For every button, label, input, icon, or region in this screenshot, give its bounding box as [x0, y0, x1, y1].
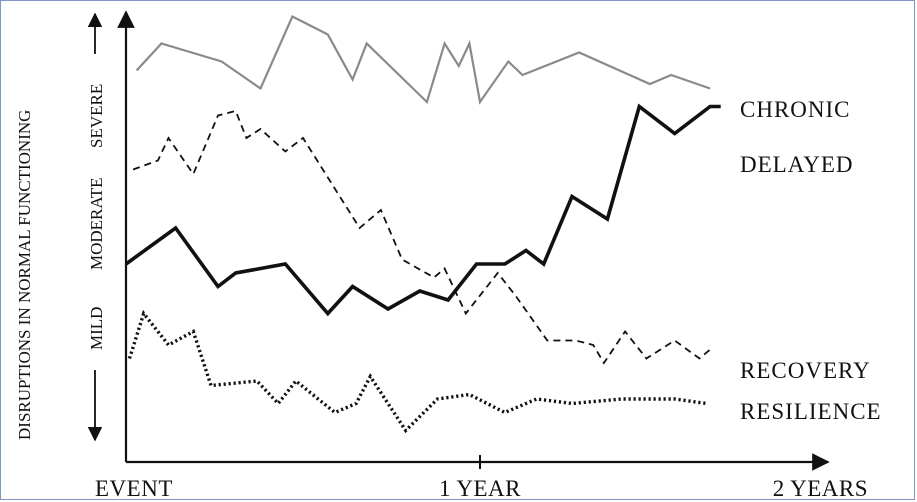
- x-ticks: EVENT 1 YEAR 2 YEARS: [95, 455, 868, 501]
- x-tick-label: EVENT: [95, 476, 173, 501]
- y-level-label-mild: MILD: [87, 307, 106, 350]
- series-layer: [124, 14, 721, 434]
- series-label-recovery: RECOVERY: [740, 358, 871, 383]
- x-tick-label: 2 YEARS: [773, 476, 868, 501]
- series-labels: CHRONIC DELAYED RECOVERY RESILIENCE: [740, 97, 882, 424]
- x-tick-label: 1 YEAR: [439, 476, 521, 501]
- y-level-moderate: MODERATE: [87, 177, 106, 270]
- series-line-recovery: [132, 109, 711, 365]
- y-level-label-moderate: MODERATE: [87, 177, 106, 270]
- series-line-resilience: [127, 309, 707, 434]
- series-line-chronic: [135, 14, 711, 105]
- series-line-delayed: [124, 103, 721, 317]
- y-level-mild: MILD: [87, 307, 106, 350]
- series-label-resilience: RESILIENCE: [740, 399, 882, 424]
- y-axis-label: DISRUPTIONS IN NORMAL FUNCTIONING: [15, 110, 34, 440]
- y-level-severe: SEVERE: [87, 84, 106, 148]
- y-level-label-severe: SEVERE: [87, 84, 106, 148]
- series-label-chronic: CHRONIC: [740, 97, 851, 122]
- series-label-delayed: DELAYED: [740, 152, 853, 177]
